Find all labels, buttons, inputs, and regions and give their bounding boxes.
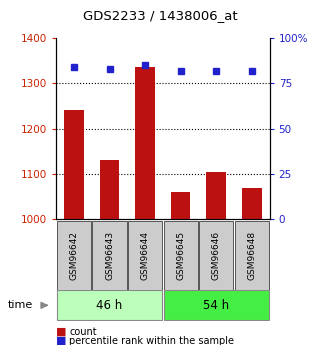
- FancyBboxPatch shape: [57, 290, 162, 320]
- Text: time: time: [8, 300, 33, 310]
- Text: GSM96642: GSM96642: [69, 231, 78, 280]
- Bar: [135, 67, 155, 219]
- FancyBboxPatch shape: [57, 221, 91, 290]
- Bar: [100, 160, 119, 219]
- Text: ■: ■: [56, 327, 67, 337]
- FancyBboxPatch shape: [164, 221, 198, 290]
- FancyBboxPatch shape: [92, 221, 126, 290]
- Text: ■: ■: [56, 336, 67, 345]
- FancyBboxPatch shape: [235, 221, 269, 290]
- Text: percentile rank within the sample: percentile rank within the sample: [69, 336, 234, 345]
- FancyBboxPatch shape: [164, 290, 269, 320]
- Text: GSM96643: GSM96643: [105, 231, 114, 280]
- Bar: [171, 192, 190, 219]
- Bar: [206, 171, 226, 219]
- Bar: [242, 188, 262, 219]
- Text: GSM96646: GSM96646: [212, 231, 221, 280]
- Text: 46 h: 46 h: [96, 299, 123, 312]
- FancyBboxPatch shape: [199, 221, 233, 290]
- Text: GSM96645: GSM96645: [176, 231, 185, 280]
- Bar: [64, 110, 84, 219]
- Text: 54 h: 54 h: [203, 299, 229, 312]
- Text: GSM96648: GSM96648: [247, 231, 256, 280]
- Text: GDS2233 / 1438006_at: GDS2233 / 1438006_at: [83, 9, 238, 22]
- Text: GSM96644: GSM96644: [141, 231, 150, 280]
- FancyBboxPatch shape: [128, 221, 162, 290]
- Text: count: count: [69, 327, 97, 337]
